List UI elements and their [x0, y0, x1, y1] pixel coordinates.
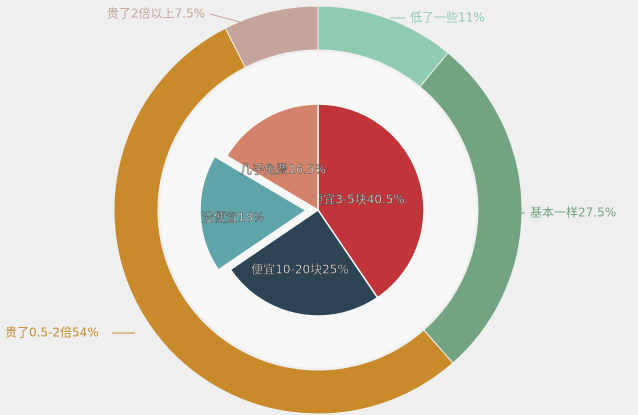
pie-slice [225, 103, 319, 212]
ring-segment [113, 27, 454, 415]
pie-slice [229, 208, 379, 317]
segment-label: 贵了0.5-2倍54% [5, 325, 99, 340]
segment-label: 基本一样27.5% [530, 205, 616, 220]
segment-label: 低了一些11% [410, 11, 485, 25]
leader-line [209, 13, 241, 23]
pie-slice [199, 155, 308, 272]
segment-label: 贵了2倍以上7.5% [107, 6, 205, 21]
pie-slice [317, 103, 425, 299]
slice-label: 便宜3-5块40.5% [311, 192, 405, 207]
ring-segment [224, 5, 319, 69]
slice-label: 没便宜18% [202, 210, 265, 225]
slice-label: 几乎免费16.5% [240, 162, 326, 177]
slice-label: 便宜10-20块25% [251, 262, 349, 277]
